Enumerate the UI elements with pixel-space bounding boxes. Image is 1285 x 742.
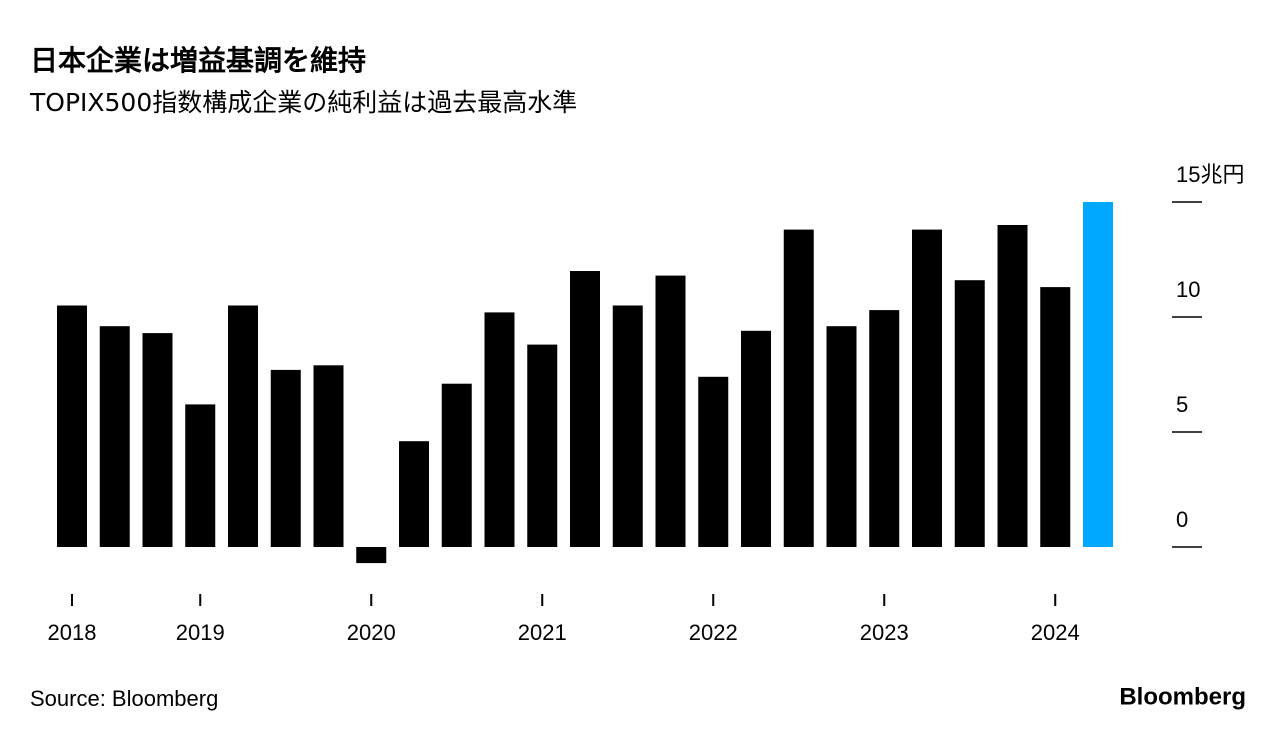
bar <box>997 225 1028 547</box>
source: Source: Bloomberg <box>30 686 218 711</box>
x-tick-label: 2019 <box>176 620 225 645</box>
brand-logo: Bloomberg <box>1119 683 1246 710</box>
bar <box>954 280 985 547</box>
bar <box>783 229 814 547</box>
y-tick-label: 15兆円 <box>1176 162 1244 187</box>
bar <box>826 326 857 547</box>
chart-title: 日本企業は増益基調を維持 <box>30 44 366 77</box>
bar <box>356 547 387 564</box>
x-tick-label: 2021 <box>518 620 567 645</box>
y-tick-label: 0 <box>1176 507 1188 532</box>
bar <box>912 229 942 547</box>
bar <box>57 305 87 547</box>
bar <box>655 275 686 547</box>
bar <box>1040 287 1071 547</box>
bar <box>399 441 429 547</box>
y-tick-label: 10 <box>1176 277 1200 302</box>
x-tick-label: 2018 <box>48 620 97 645</box>
bar <box>99 326 130 547</box>
bar <box>484 312 515 547</box>
bar <box>741 330 771 547</box>
bar <box>185 404 216 547</box>
bar <box>698 376 729 547</box>
bar <box>441 383 472 547</box>
x-tick-label: 2020 <box>347 620 396 645</box>
bar <box>612 305 643 547</box>
y-tick-label: 5 <box>1176 392 1188 417</box>
bar <box>228 305 258 547</box>
bar <box>1083 202 1113 547</box>
x-tick-label: 2023 <box>860 620 909 645</box>
bar <box>570 271 600 547</box>
chart-subtitle: TOPIX500指数構成企業の純利益は過去最高水準 <box>29 88 577 117</box>
bar <box>270 369 301 547</box>
bar <box>313 365 344 547</box>
bar <box>142 333 173 547</box>
x-tick-label: 2024 <box>1031 620 1080 645</box>
bar <box>869 310 900 547</box>
bar <box>527 344 558 547</box>
x-tick-label: 2022 <box>689 620 738 645</box>
